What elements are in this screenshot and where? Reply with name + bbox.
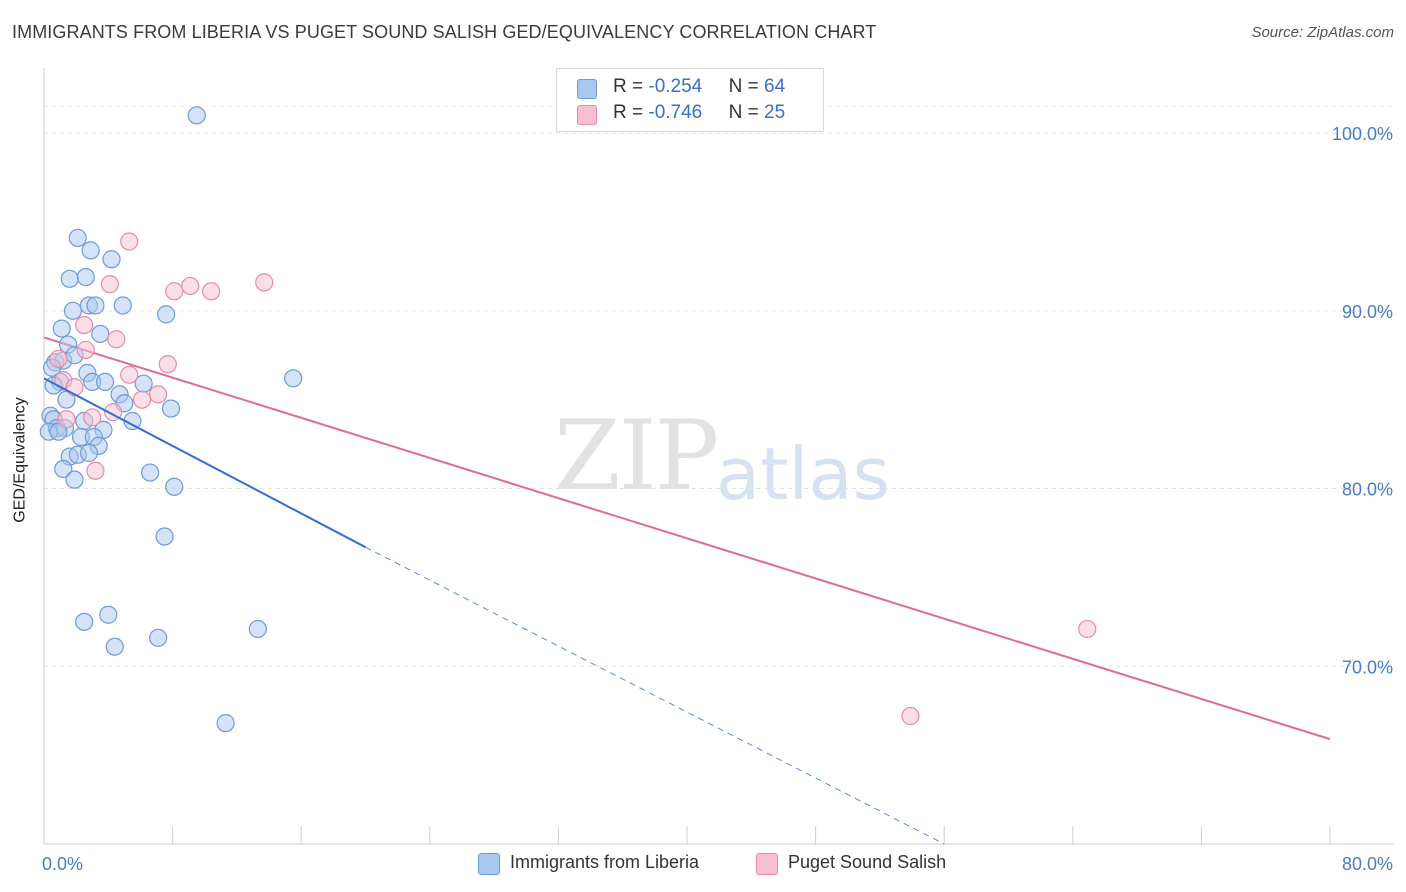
x-tick-label: 80.0% [1342, 854, 1393, 874]
point-salish [86, 461, 105, 480]
legend-n-value: 64 [764, 76, 786, 97]
point-salish [107, 330, 126, 349]
legend-r-value: -0.254 [648, 76, 703, 97]
point-liberia [76, 267, 95, 287]
point-salish [75, 315, 94, 335]
point-liberia [99, 605, 118, 624]
point-salish [76, 340, 95, 360]
point-salish [100, 275, 120, 294]
point-liberia [65, 470, 84, 489]
correlation-legend: R = -0.254 N = 64 R = -0.746 N = 25 [556, 68, 824, 132]
point-liberia [60, 269, 79, 288]
point-liberia [155, 527, 174, 546]
legend-r-value: -0.746 [648, 102, 703, 123]
point-liberia [79, 443, 99, 463]
point-liberia [113, 296, 132, 315]
point-salish [1078, 619, 1097, 639]
point-liberia [54, 459, 73, 479]
point-salish [165, 282, 184, 301]
point-liberia [187, 106, 206, 125]
point-salish [49, 349, 68, 368]
legend-n-label: N = [728, 102, 765, 123]
legend-swatch-salish [577, 105, 597, 125]
point-salish [65, 378, 84, 397]
point-liberia [284, 369, 303, 388]
watermark-atlas: atlas [716, 432, 890, 516]
trend-line-liberia-extension [365, 546, 945, 845]
point-liberia [248, 619, 267, 639]
point-liberia [63, 301, 83, 320]
point-salish [120, 365, 139, 384]
point-liberia [105, 637, 124, 656]
trend-line-salish [43, 336, 1331, 741]
point-salish [901, 706, 920, 726]
legend-r-label: R = [613, 76, 649, 97]
point-liberia [86, 296, 105, 315]
point-salish [158, 355, 177, 374]
y-tick-label: 80.0% [1342, 480, 1393, 500]
point-liberia [52, 319, 71, 338]
x-tick-label: 0.0% [42, 854, 83, 874]
point-liberia [149, 628, 168, 647]
y-tick-label: 70.0% [1342, 657, 1393, 677]
bottom-legend-swatch-salish [756, 853, 778, 875]
point-liberia [75, 612, 94, 631]
source-label: Source: ZipAtlas.com [1251, 24, 1394, 41]
point-salish [57, 410, 76, 429]
chart-title: IMMIGRANTS FROM LIBERIA VS PUGET SOUND S… [12, 22, 877, 42]
point-salish [120, 232, 139, 251]
point-liberia [157, 305, 176, 324]
legend-swatch-liberia [577, 79, 597, 99]
bottom-legend-label-liberia: Immigrants from Liberia [510, 852, 700, 872]
point-salish [202, 282, 221, 301]
bottom-legend-swatch-liberia [478, 853, 500, 875]
point-liberia [216, 714, 235, 733]
bottom-legend-label-salish: Puget Sound Salish [788, 852, 947, 872]
point-liberia [161, 399, 181, 418]
point-liberia [102, 250, 121, 269]
legend-n-label: N = [728, 76, 765, 97]
point-liberia [165, 477, 184, 496]
trend-line-liberia [43, 377, 366, 549]
y-axis-label-wrap: GED/Equivalency [0, 360, 50, 560]
point-liberia [68, 228, 87, 248]
point-liberia [91, 324, 110, 344]
point-salish [132, 390, 152, 409]
point-salish [149, 385, 168, 404]
point-salish [255, 273, 274, 292]
legend-n-value: 25 [764, 102, 786, 123]
point-liberia [140, 463, 160, 482]
watermark-zip: ZIP [554, 400, 719, 512]
point-liberia [81, 241, 100, 260]
legend-r-label: R = [613, 102, 649, 123]
point-salish [181, 276, 200, 296]
point-liberia [95, 372, 115, 392]
y-tick-label: 100.0% [1332, 124, 1393, 144]
y-axis-label: GED/Equivalency [11, 397, 29, 523]
y-tick-label: 90.0% [1342, 302, 1393, 322]
point-salish [83, 408, 102, 427]
